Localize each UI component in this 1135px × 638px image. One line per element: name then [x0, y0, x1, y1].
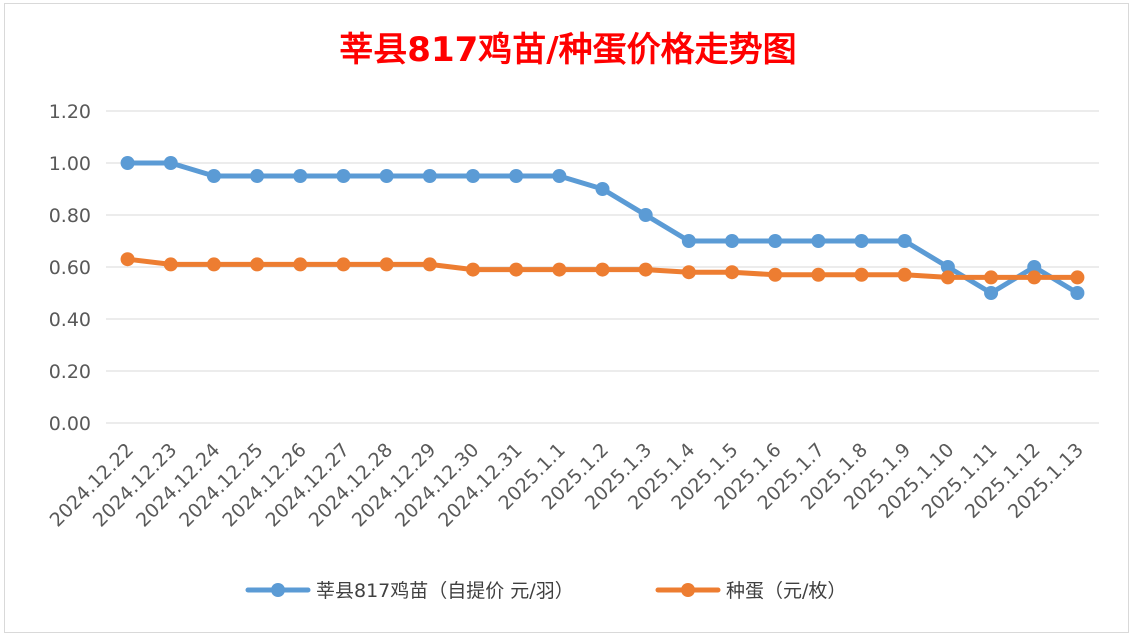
data-point: [379, 257, 394, 272]
chart-frame: 莘县817鸡苗/种蛋价格走势图 0.00 0.20 0.40 0.60 0.80 1.00…: [4, 3, 1129, 633]
data-point: [854, 267, 869, 282]
data-point: [552, 262, 567, 277]
data-point: [681, 234, 696, 248]
data-point: [163, 156, 178, 170]
line-chart: 莘县817鸡苗/种蛋价格走势图 0.00 0.20 0.40 0.60 0.80 1.00…: [46, 30, 1099, 602]
data-point: [379, 169, 394, 183]
data-point: [638, 262, 653, 277]
data-point: [250, 257, 265, 272]
data-point: [206, 169, 221, 183]
y-tick-label: 0.00: [49, 413, 91, 435]
y-tick-label: 0.80: [49, 205, 91, 227]
data-point: [811, 234, 826, 248]
data-point: [768, 234, 783, 248]
data-point: [768, 267, 783, 282]
data-point: [940, 260, 955, 274]
data-point: [552, 169, 567, 183]
y-tick-label: 0.60: [49, 257, 91, 279]
data-point: [509, 169, 524, 183]
data-point: [897, 234, 912, 248]
data-point: [854, 234, 869, 248]
data-point: [465, 262, 480, 277]
data-point: [984, 270, 999, 285]
legend-label: 莘县817鸡苗（自提价 元/羽）: [316, 580, 574, 602]
data-point: [984, 286, 999, 300]
data-point: [293, 169, 308, 183]
data-point: [163, 257, 178, 272]
data-point: [1027, 270, 1042, 285]
legend-label: 种蛋（元/枚）: [726, 580, 846, 602]
legend-swatch-marker: [271, 583, 285, 597]
data-point: [465, 169, 480, 183]
data-point: [897, 267, 912, 282]
y-tick-label: 1.00: [49, 153, 91, 175]
data-point: [120, 156, 135, 170]
y-tick-label: 1.20: [49, 101, 91, 123]
data-point: [1027, 260, 1042, 274]
data-point: [940, 270, 955, 285]
data-point: [422, 169, 437, 183]
y-tick-label: 0.40: [49, 309, 91, 331]
data-point: [336, 257, 351, 272]
chart-title: 莘县817鸡苗/种蛋价格走势图: [339, 30, 796, 70]
data-point: [811, 267, 826, 282]
data-point: [293, 257, 308, 272]
data-point: [1070, 270, 1085, 285]
data-point: [725, 265, 740, 280]
data-point: [595, 262, 610, 277]
y-tick-label: 0.20: [49, 361, 91, 383]
data-point: [422, 257, 437, 272]
data-point: [595, 182, 610, 196]
data-point: [1070, 286, 1085, 300]
data-point: [206, 257, 221, 272]
data-point: [336, 169, 351, 183]
legend-swatch-marker: [681, 583, 695, 597]
data-point: [725, 234, 740, 248]
data-point: [681, 265, 696, 280]
data-point: [638, 208, 653, 222]
data-point: [509, 262, 524, 277]
data-point: [250, 169, 265, 183]
data-point: [120, 252, 135, 267]
